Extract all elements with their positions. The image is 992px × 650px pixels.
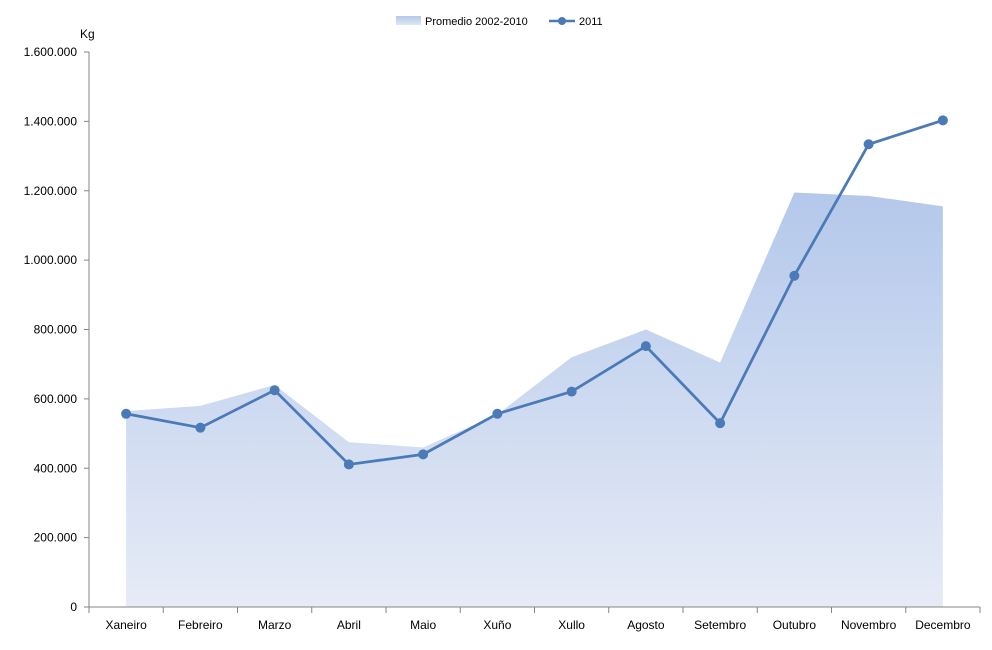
y-tick-label: 800.000 bbox=[34, 323, 78, 337]
y-unit-label: Kg bbox=[80, 27, 95, 41]
area-series-promedio bbox=[126, 192, 943, 607]
legend-swatch-marker bbox=[558, 17, 566, 25]
x-tick-label: Setembro bbox=[694, 618, 746, 632]
line-point-2011 bbox=[937, 115, 948, 126]
line-point-2011 bbox=[195, 422, 206, 433]
line-point-2011 bbox=[789, 270, 800, 281]
y-tick-label: 1.200.000 bbox=[24, 184, 78, 198]
area-layer bbox=[126, 192, 943, 607]
line-layer bbox=[121, 115, 948, 470]
x-tick-label: Decembro bbox=[915, 618, 971, 632]
x-tick-label: Xaneiro bbox=[105, 618, 147, 632]
y-tick-label: 0 bbox=[70, 600, 77, 614]
x-tick-label: Novembro bbox=[841, 618, 897, 632]
line-point-2011 bbox=[566, 386, 577, 397]
y-tick-label: 400.000 bbox=[34, 461, 78, 475]
legend: Promedio 2002-2010 2011 bbox=[396, 16, 603, 28]
y-tick-label: 200.000 bbox=[34, 531, 78, 545]
x-tick-label: Maio bbox=[410, 618, 436, 632]
line-series-2011 bbox=[125, 119, 944, 466]
line-point-2011 bbox=[715, 418, 726, 429]
y-tick-label: 1.600.000 bbox=[24, 45, 78, 59]
x-tick-label: Febreiro bbox=[178, 618, 223, 632]
tick-labels: 0 200.000 400.000 600.000 800.000 1.000.000 1.… bbox=[24, 45, 971, 632]
x-tick-label: Agosto bbox=[627, 618, 665, 632]
y-tick-label: 1.000.000 bbox=[24, 253, 78, 267]
line-point-2011 bbox=[640, 341, 651, 352]
x-tick-label: Marzo bbox=[258, 618, 292, 632]
y-tick-label: 1.400.000 bbox=[24, 114, 78, 128]
line-point-2011 bbox=[418, 449, 429, 460]
legend-label-area: Promedio 2002-2010 bbox=[425, 16, 528, 28]
y-tick-label: 600.000 bbox=[34, 392, 78, 406]
x-tick-label: Xuño bbox=[483, 618, 511, 632]
line-point-2011 bbox=[121, 408, 132, 419]
line-point-2011 bbox=[863, 139, 874, 150]
line-point-2011 bbox=[343, 459, 354, 470]
line-point-2011 bbox=[269, 385, 280, 396]
x-tick-label: Outubro bbox=[773, 618, 817, 632]
legend-swatch-area bbox=[396, 16, 421, 25]
axes bbox=[84, 51, 981, 613]
line-point-2011 bbox=[492, 408, 503, 419]
legend-label-line: 2011 bbox=[579, 16, 603, 28]
x-tick-label: Abril bbox=[337, 618, 361, 632]
x-tick-label: Xullo bbox=[558, 618, 585, 632]
